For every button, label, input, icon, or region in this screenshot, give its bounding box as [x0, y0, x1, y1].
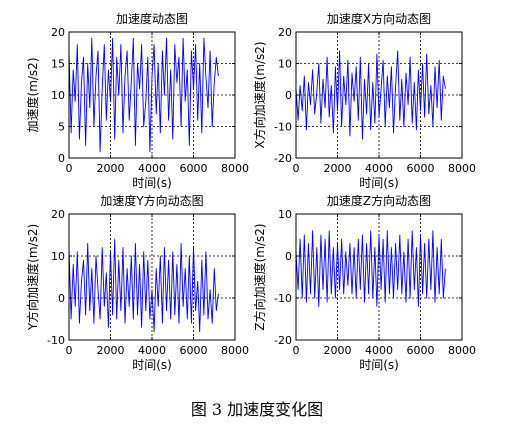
series-line — [68, 37, 219, 153]
series-line — [295, 230, 446, 307]
y-tick-label: 15 — [51, 58, 65, 71]
y-tick-label: -10 — [274, 292, 292, 305]
x-tick-label: 2000 — [97, 344, 125, 357]
subplot-2: 0 2000 4000 6000 8000 -20 -10 0 10 20 加速度X方向动态图时间(… — [252, 11, 476, 190]
y-tick-label: 10 — [51, 250, 65, 263]
x-tick-label: 4000 — [365, 344, 393, 357]
figure-canvas: 0 2000 4000 6000 800005101520加速度动态图时间(s)加速度(… — [25, 11, 476, 372]
x-tick-label: 8000 — [448, 162, 476, 175]
chart-title: 加速度X方向动态图 — [327, 11, 431, 26]
series-line — [295, 50, 446, 140]
y-tick-label: 5 — [58, 121, 65, 134]
y-axis-label: 加速度(m/s2) — [25, 58, 40, 133]
y-tick-label: 0 — [285, 89, 292, 102]
x-tick-label: 0 — [66, 344, 73, 357]
y-tick-label: 0 — [285, 250, 292, 263]
x-axis-label: 时间(s) — [132, 176, 172, 190]
y-axis-label: Y方向加速度(m/s2) — [25, 224, 40, 331]
y-tick-label: 10 — [278, 208, 292, 221]
x-tick-label: 6000 — [407, 162, 435, 175]
x-tick-label: 8000 — [448, 344, 476, 357]
x-tick-label: 6000 — [180, 344, 208, 357]
x-tick-label: 0 — [293, 162, 300, 175]
x-tick-label: 2000 — [97, 162, 125, 175]
x-tick-label: 0 — [66, 162, 73, 175]
x-tick-label: 8000 — [221, 344, 249, 357]
x-tick-label: 4000 — [138, 344, 166, 357]
y-tick-label: -20 — [274, 152, 292, 165]
x-tick-label: 2000 — [324, 344, 352, 357]
x-axis-label: 时间(s) — [359, 176, 399, 190]
y-tick-label: 10 — [51, 89, 65, 102]
y-axis-label: X方向加速度(m/s2) — [252, 41, 267, 148]
x-tick-label: 4000 — [365, 162, 393, 175]
chart-title: 加速度Y方向动态图 — [100, 193, 203, 208]
y-tick-label: 20 — [51, 208, 65, 221]
y-axis-label: Z方向加速度(m/s2) — [252, 223, 267, 330]
x-axis-label: 时间(s) — [132, 358, 172, 372]
figure-caption: 图 3 加速度变化图 — [190, 400, 324, 419]
y-tick-label: 20 — [278, 26, 292, 39]
x-tick-label: 6000 — [180, 162, 208, 175]
x-tick-label: 8000 — [221, 162, 249, 175]
subplot-4: 0 2000 4000 6000 8000 -20 -10 0 10 加速度Z方向动态图时间(s)… — [252, 193, 476, 372]
x-tick-label: 2000 — [324, 162, 352, 175]
y-tick-label: 10 — [278, 58, 292, 71]
subplot-3: 0 2000 4000 6000 8000-1001020加速度Y方向动态图时间(s)Y… — [25, 193, 249, 372]
x-tick-label: 0 — [293, 344, 300, 357]
y-tick-label: -10 — [274, 121, 292, 134]
plot-frame — [295, 213, 463, 341]
series-line — [68, 238, 219, 333]
y-tick-label: 0 — [58, 292, 65, 305]
y-tick-label: -10 — [47, 334, 65, 347]
x-tick-label: 4000 — [138, 162, 166, 175]
x-tick-label: 6000 — [407, 344, 435, 357]
chart-title: 加速度动态图 — [116, 11, 188, 26]
chart-title: 加速度Z方向动态图 — [327, 193, 431, 208]
y-tick-label: -20 — [274, 334, 292, 347]
y-tick-label: 20 — [51, 26, 65, 39]
y-tick-label: 0 — [58, 152, 65, 165]
x-axis-label: 时间(s) — [359, 358, 399, 372]
